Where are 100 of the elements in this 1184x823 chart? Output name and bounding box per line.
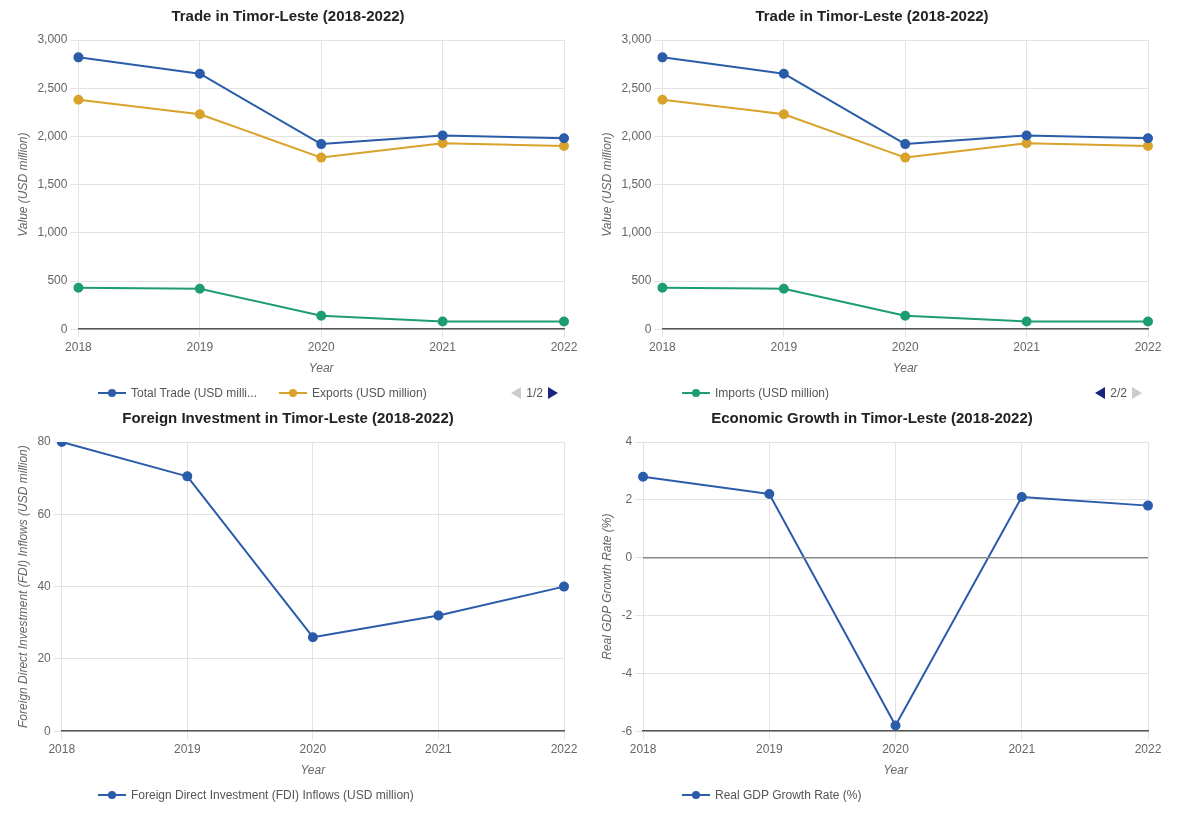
- x-tick-label: 2022: [550, 339, 578, 354]
- y-tick-label: 0: [625, 549, 633, 564]
- point: [307, 632, 318, 643]
- x-axis-title: Year: [883, 763, 909, 778]
- y-tick-label: 40: [37, 578, 52, 593]
- point: [182, 471, 193, 482]
- point: [437, 130, 448, 141]
- y-axis-title: Real GDP Growth Rate (%): [599, 513, 614, 660]
- point: [778, 68, 789, 79]
- x-tick-label: 2022: [1134, 339, 1162, 354]
- text: 2/2: [1110, 386, 1127, 400]
- y-tick-label: 0: [44, 723, 52, 738]
- y-tick-label: 80: [37, 434, 52, 449]
- y-tick-label: 60: [37, 506, 52, 521]
- point: [1021, 138, 1032, 149]
- x-tick-label: 2021: [1008, 741, 1036, 756]
- y-tick-label: 3,000: [621, 32, 652, 47]
- chart-title: Trade in Timor-Leste (2018-2022): [171, 7, 405, 25]
- legend-label: Total Trade (USD milli...: [131, 386, 258, 400]
- point: [73, 94, 84, 105]
- y-tick-label: 500: [631, 273, 652, 288]
- y-tick-label: 500: [47, 273, 68, 288]
- y-tick-label: 2,000: [37, 128, 68, 143]
- x-tick-label: 2019: [173, 741, 201, 756]
- point: [194, 283, 205, 294]
- point: [1016, 491, 1027, 502]
- x-tick-label: 2021: [429, 339, 457, 354]
- point: [194, 109, 205, 120]
- y-tick-label: -6: [621, 723, 633, 738]
- x-tick-label: 2018: [629, 741, 657, 756]
- point: [559, 133, 569, 144]
- legend-label: Real GDP Growth Rate (%): [715, 788, 862, 802]
- x-tick-label: 2022: [550, 741, 578, 756]
- y-axis-title: Value (USD million): [15, 132, 30, 237]
- point: [73, 52, 84, 63]
- chart-title: Foreign Investment in Timor-Leste (2018-2022): [122, 409, 454, 427]
- point: [1021, 130, 1032, 141]
- y-tick-label: -2: [621, 607, 633, 622]
- point: [657, 94, 668, 105]
- x-tick-label: 2021: [1013, 339, 1041, 354]
- point: [764, 489, 775, 500]
- chart-title: Trade in Timor-Leste (2018-2022): [755, 7, 989, 25]
- point: [657, 282, 668, 293]
- x-tick-label: 2019: [755, 741, 783, 756]
- legend-label: Imports (USD million): [715, 386, 830, 400]
- point: [194, 68, 205, 79]
- x-tick-label: 2019: [770, 339, 798, 354]
- y-tick-label: 3,000: [37, 32, 68, 47]
- legend-label: Foreign Direct Investment (FDI) Inflows (USD million): [131, 788, 414, 802]
- y-axis-title: Value (USD million): [599, 132, 614, 237]
- y-tick-label: 2,500: [37, 80, 68, 95]
- x-tick-label: 2021: [425, 741, 453, 756]
- point: [638, 471, 649, 482]
- point: [1143, 141, 1153, 152]
- point: [559, 316, 569, 327]
- point: [73, 282, 84, 293]
- point: [316, 152, 327, 163]
- point: [316, 139, 327, 150]
- x-tick-label: 2018: [65, 339, 93, 354]
- point: [437, 138, 448, 149]
- point: [900, 310, 911, 321]
- y-tick-label: 1,500: [37, 176, 68, 191]
- x-tick-label: 2018: [649, 339, 677, 354]
- point: [890, 720, 901, 731]
- x-tick-label: 2020: [882, 741, 910, 756]
- y-tick-label: 1,500: [621, 176, 652, 191]
- x-tick-label: 2020: [307, 339, 335, 354]
- point: [900, 139, 911, 150]
- y-tick-label: 4: [625, 434, 633, 449]
- x-axis-title: Year: [892, 361, 919, 376]
- point: [316, 310, 327, 321]
- y-tick-label: 2,500: [621, 80, 652, 95]
- y-axis-title: Foreign Direct Investment (FDI) Inflows (USD million): [15, 445, 30, 728]
- point: [778, 283, 789, 294]
- text: 1/2: [526, 386, 543, 400]
- point: [778, 109, 789, 120]
- y-tick-label: -4: [621, 665, 633, 680]
- legend-label: Exports (USD million): [312, 386, 427, 400]
- x-axis-title: Year: [308, 361, 335, 376]
- y-tick-label: 20: [37, 651, 52, 666]
- point: [559, 581, 569, 592]
- point: [433, 610, 444, 621]
- point: [1143, 316, 1153, 327]
- point: [900, 152, 911, 163]
- x-tick-label: 2019: [186, 339, 214, 354]
- x-tick-label: 2018: [48, 741, 76, 756]
- y-tick-label: 2,000: [621, 128, 652, 143]
- y-tick-label: 1,000: [37, 225, 68, 240]
- y-tick-label: 0: [644, 321, 652, 336]
- point: [657, 52, 668, 63]
- x-tick-label: 2022: [1134, 741, 1162, 756]
- chart-title: Economic Growth in Timor-Leste (2018-2022): [711, 409, 1033, 427]
- y-tick-label: 0: [60, 321, 68, 336]
- point: [559, 141, 569, 152]
- x-tick-label: 2020: [299, 741, 327, 756]
- x-tick-label: 2020: [891, 339, 919, 354]
- y-tick-label: 2: [625, 492, 633, 507]
- y-tick-label: 1,000: [621, 225, 652, 240]
- point: [1143, 500, 1153, 511]
- point: [1143, 133, 1153, 144]
